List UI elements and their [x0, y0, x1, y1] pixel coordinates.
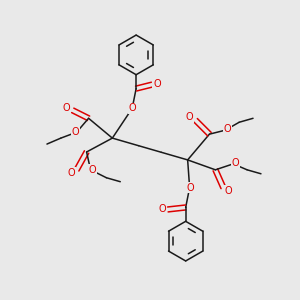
- Text: O: O: [187, 183, 194, 193]
- Text: O: O: [158, 204, 166, 214]
- Text: O: O: [186, 112, 194, 122]
- Text: O: O: [153, 79, 161, 88]
- Text: O: O: [128, 103, 136, 113]
- Text: O: O: [224, 186, 232, 196]
- Text: O: O: [231, 158, 239, 168]
- Text: O: O: [89, 165, 96, 175]
- Text: O: O: [68, 168, 76, 178]
- Text: O: O: [224, 124, 231, 134]
- Text: O: O: [63, 103, 70, 113]
- Text: O: O: [72, 127, 80, 137]
